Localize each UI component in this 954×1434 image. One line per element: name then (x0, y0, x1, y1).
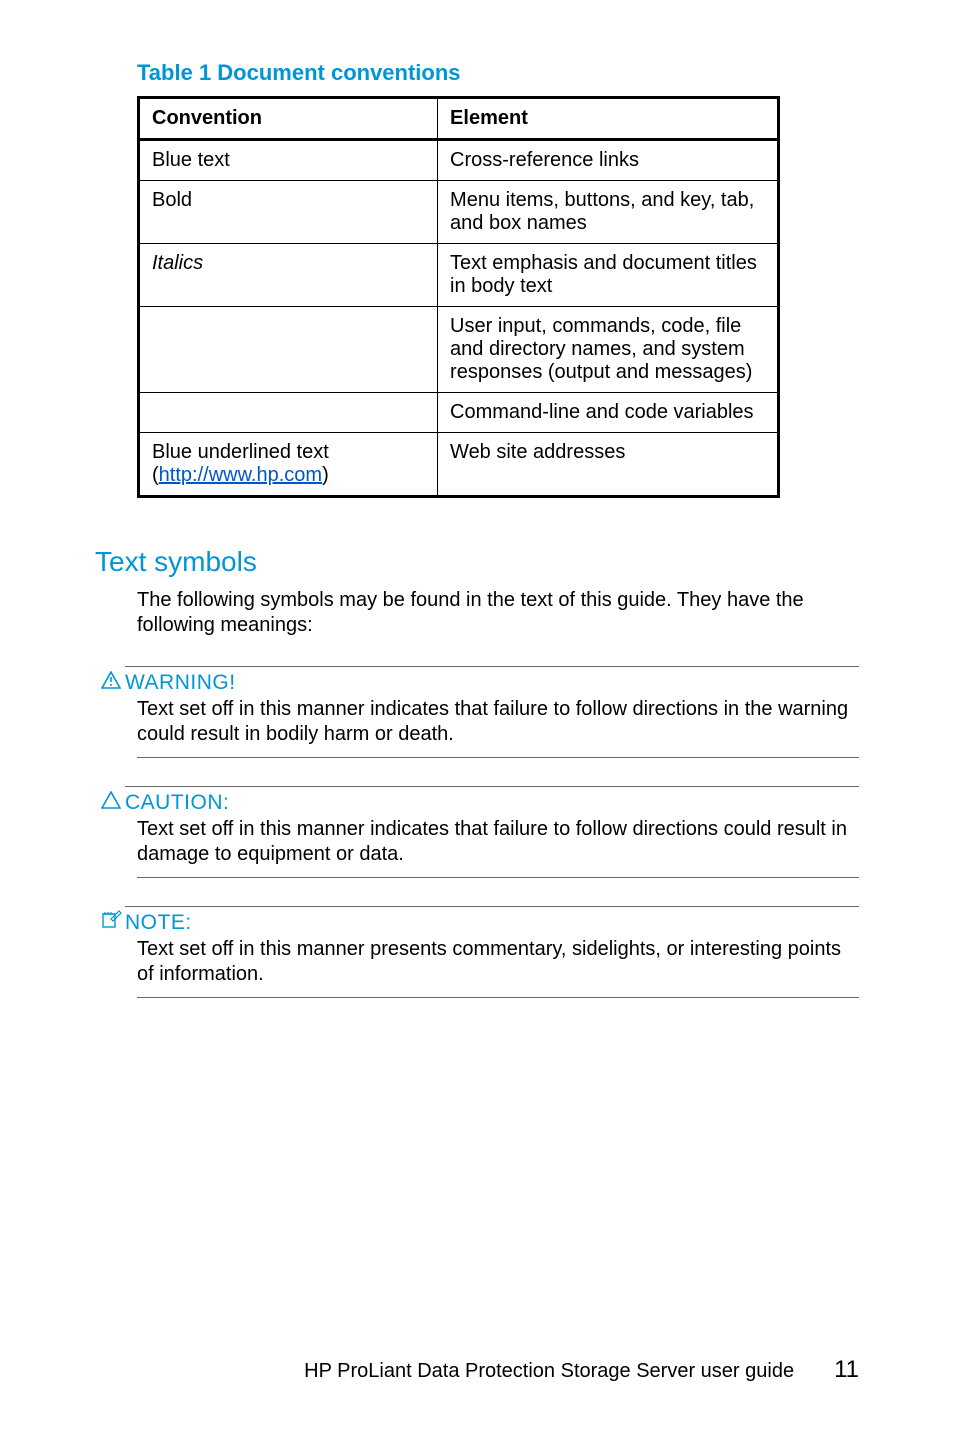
cell-element: Menu items, buttons, and key, tab, and b… (438, 181, 779, 244)
callout-body: Text set off in this manner indicates th… (137, 697, 859, 758)
cell-element: User input, commands, code, file and dir… (438, 307, 779, 393)
cell-element: Cross-reference links (438, 140, 779, 181)
conventions-table: Convention Element Blue text Cross-refer… (137, 96, 780, 498)
warning-icon (95, 671, 125, 695)
callout-warning: WARNING! Text set off in this manner ind… (95, 666, 859, 758)
cell-element: Web site addresses (438, 433, 779, 497)
cell-element: Command-line and code variables (438, 393, 779, 433)
section-heading: Text symbols (95, 546, 859, 578)
note-icon (95, 909, 125, 935)
cell-convention (139, 393, 438, 433)
callout-note: NOTE: Text set off in this manner presen… (95, 906, 859, 998)
callout-body: Text set off in this manner presents com… (137, 937, 859, 998)
col-header-element: Element (438, 98, 779, 140)
cell-element: Text emphasis and document titles in bod… (438, 244, 779, 307)
callout-label: WARNING! (125, 666, 859, 697)
callout-caution: CAUTION: Text set off in this manner ind… (95, 786, 859, 878)
cell-convention: Bold (139, 181, 438, 244)
cell-convention (139, 307, 438, 393)
page-footer: HP ProLiant Data Protection Storage Serv… (0, 1356, 954, 1384)
cell-suffix: ) (322, 464, 329, 486)
table-row: Blue text Cross-reference links (139, 140, 779, 181)
callout-body: Text set off in this manner indicates th… (137, 817, 859, 878)
cell-convention: Blue text (139, 140, 438, 181)
table-header-row: Convention Element (139, 98, 779, 140)
cell-convention: Blue underlined text (http://www.hp.com) (139, 433, 438, 497)
hp-link[interactable]: http://www.hp.com (159, 464, 322, 486)
table-row: Blue underlined text (http://www.hp.com)… (139, 433, 779, 497)
table-row: Command-line and code variables (139, 393, 779, 433)
section-intro: The following symbols may be found in th… (137, 588, 859, 638)
footer-doc-title: HP ProLiant Data Protection Storage Serv… (304, 1360, 794, 1383)
footer-page-number: 11 (834, 1356, 859, 1384)
cell-convention: Italics (139, 244, 438, 307)
table-row: Bold Menu items, buttons, and key, tab, … (139, 181, 779, 244)
table-row: Italics Text emphasis and document title… (139, 244, 779, 307)
caution-icon (95, 791, 125, 815)
table-row: User input, commands, code, file and dir… (139, 307, 779, 393)
col-header-convention: Convention (139, 98, 438, 140)
callout-label: CAUTION: (125, 786, 859, 817)
table-title: Table 1 Document conventions (137, 60, 859, 86)
callout-label: NOTE: (125, 906, 859, 937)
